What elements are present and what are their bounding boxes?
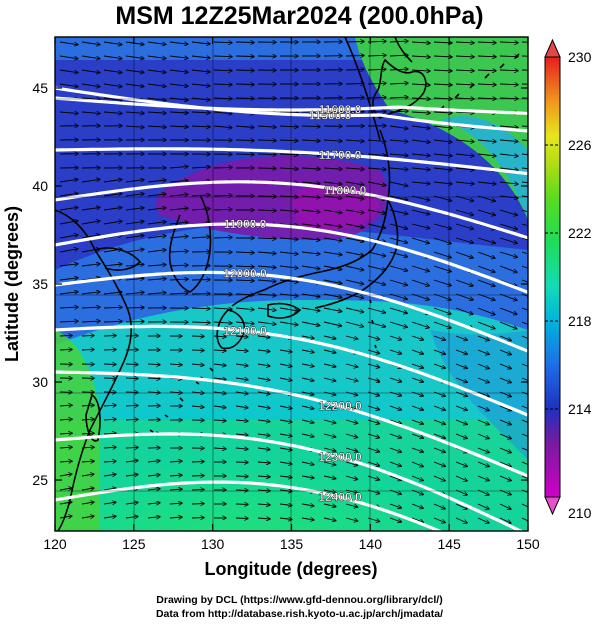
grid-lines <box>55 37 528 531</box>
height-contour <box>55 270 528 353</box>
height-contour <box>55 147 528 176</box>
contour-label: 12100.0 <box>223 324 267 338</box>
colorbar-tick-label: 214 <box>568 401 592 417</box>
colorbar-tick-label: 222 <box>568 225 592 241</box>
chart-title: MSM 12Z25Mar2024 (200.0hPa) <box>115 2 484 30</box>
x-tick-label: 145 <box>437 536 461 552</box>
x-tick-labels: 120 125 130 135 140 145 150 <box>43 536 540 552</box>
colorbar-tick-labels: 214 218 222 226 <box>568 137 592 417</box>
height-contour <box>55 180 528 240</box>
colorbar-body <box>544 56 561 498</box>
colorbar-max-label: 230 <box>568 49 592 65</box>
y-tick-label: 25 <box>32 472 48 488</box>
height-contour <box>55 432 525 531</box>
x-tick-label: 135 <box>280 536 304 552</box>
contour-label: 11900.0 <box>224 217 267 231</box>
contour-label: 12000.0 <box>223 266 267 280</box>
height-contours <box>55 86 528 531</box>
contour-label: 12300.0 <box>318 450 362 464</box>
x-axis-title: Longitude (degrees) <box>204 559 377 579</box>
x-tick-label: 150 <box>516 536 540 552</box>
colorbar-tick-label: 218 <box>568 313 592 329</box>
y-tick-label: 40 <box>32 178 48 194</box>
data-credit: Data from http://database.rish.kyoto-u.a… <box>155 608 444 620</box>
contour-label: 12200.0 <box>318 399 362 413</box>
height-contour <box>55 222 528 295</box>
axis-ticks <box>54 37 529 531</box>
y-tick-label: 35 <box>32 276 48 292</box>
x-tick-label: 125 <box>122 536 146 552</box>
colorbar: 230 210 214 218 222 226 <box>544 38 592 521</box>
colorbar-bottom-triangle <box>544 496 561 516</box>
height-contour <box>55 324 528 417</box>
y-tick-labels: 25 30 35 40 45 <box>32 80 48 488</box>
contour-label: 11800.0 <box>324 183 367 197</box>
colorbar-dashes <box>545 144 560 410</box>
contour-label: 11500.0 <box>309 108 352 122</box>
x-tick-label: 130 <box>201 536 225 552</box>
height-contour <box>55 480 444 531</box>
height-contour <box>55 370 528 478</box>
colorbar-top-triangle <box>544 38 561 58</box>
y-axis-title: Latitude (degrees) <box>2 206 22 362</box>
colorbar-tick-label: 226 <box>568 137 592 153</box>
height-contour <box>55 96 528 115</box>
y-tick-label: 30 <box>32 374 48 390</box>
contour-label: 11700.0 <box>319 148 362 162</box>
y-tick-label: 45 <box>32 80 48 96</box>
x-tick-label: 140 <box>359 536 383 552</box>
contour-label: 11600.0 <box>319 102 362 116</box>
colorbar-min-label: 210 <box>568 505 592 521</box>
drawing-credit: Drawing by DCL (https://www.gfd-dennou.o… <box>156 594 443 606</box>
x-tick-label: 120 <box>43 536 67 552</box>
contour-label: 12400.0 <box>318 490 362 504</box>
coastlines <box>55 37 520 531</box>
